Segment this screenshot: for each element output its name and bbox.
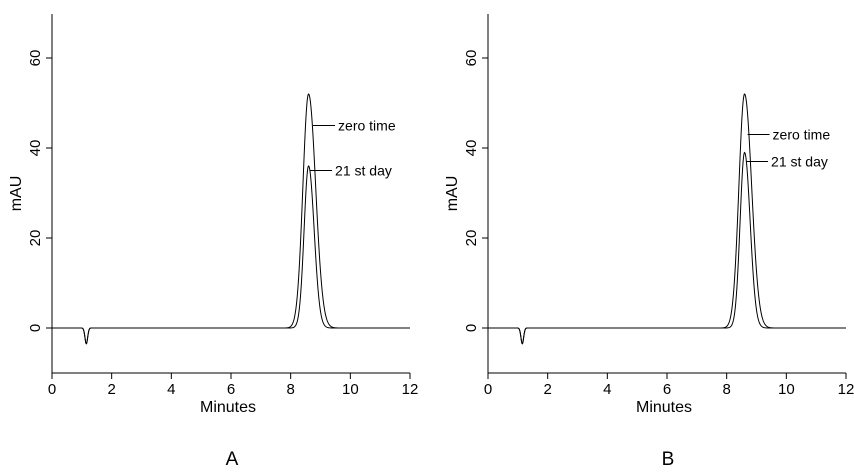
x-tick-label: 0: [48, 381, 56, 398]
x-tick-label: 6: [227, 381, 235, 398]
x-tick-label: 6: [663, 381, 671, 398]
x-tick-label: 0: [484, 381, 492, 398]
x-tick-label: 8: [286, 381, 294, 398]
trace-21-st-day: [488, 151, 846, 345]
y-tick-label: 20: [27, 230, 44, 247]
x-axis-title: Minutes: [636, 399, 692, 416]
y-tick-label: 60: [27, 50, 44, 67]
y-axis-title: mAU: [444, 176, 461, 212]
y-tick-label: 20: [463, 230, 480, 247]
x-tick-label: 4: [167, 381, 175, 398]
y-tick-label: 0: [27, 324, 44, 332]
panel-label: B: [662, 449, 675, 470]
panel-label: A: [226, 449, 239, 470]
trace-21-st-day: [52, 165, 410, 345]
y-tick-label: 60: [463, 50, 480, 67]
annotation-label: 21 st day: [771, 154, 828, 170]
annotation-label: 21 st day: [335, 163, 392, 179]
chart-panel-b: 0 2 4 6 8 10 12 0 20 40 60 Minutes mAU zero time 21 st…: [444, 14, 854, 470]
chart-panel-a: 0 2 4 6 8 10 12 0 20 40 60 Minutes mAU zero time 21 st…: [8, 14, 418, 470]
x-tick-label: 12: [838, 381, 854, 398]
x-tick-label: 4: [603, 381, 611, 398]
y-axis-title: mAU: [8, 176, 25, 212]
x-tick-label: 10: [778, 381, 795, 398]
x-tick-label: 8: [722, 381, 730, 398]
x-tick-label: 12: [402, 381, 419, 398]
x-axis-title: Minutes: [200, 399, 256, 416]
x-tick-label: 2: [543, 381, 551, 398]
y-tick-label: 40: [463, 140, 480, 157]
annotation-label: zero time: [773, 127, 831, 143]
x-tick-label: 10: [342, 381, 359, 398]
annotation-label: zero time: [338, 118, 396, 134]
y-tick-label: 0: [463, 324, 480, 332]
x-tick-label: 2: [107, 381, 115, 398]
y-tick-label: 40: [27, 140, 44, 157]
